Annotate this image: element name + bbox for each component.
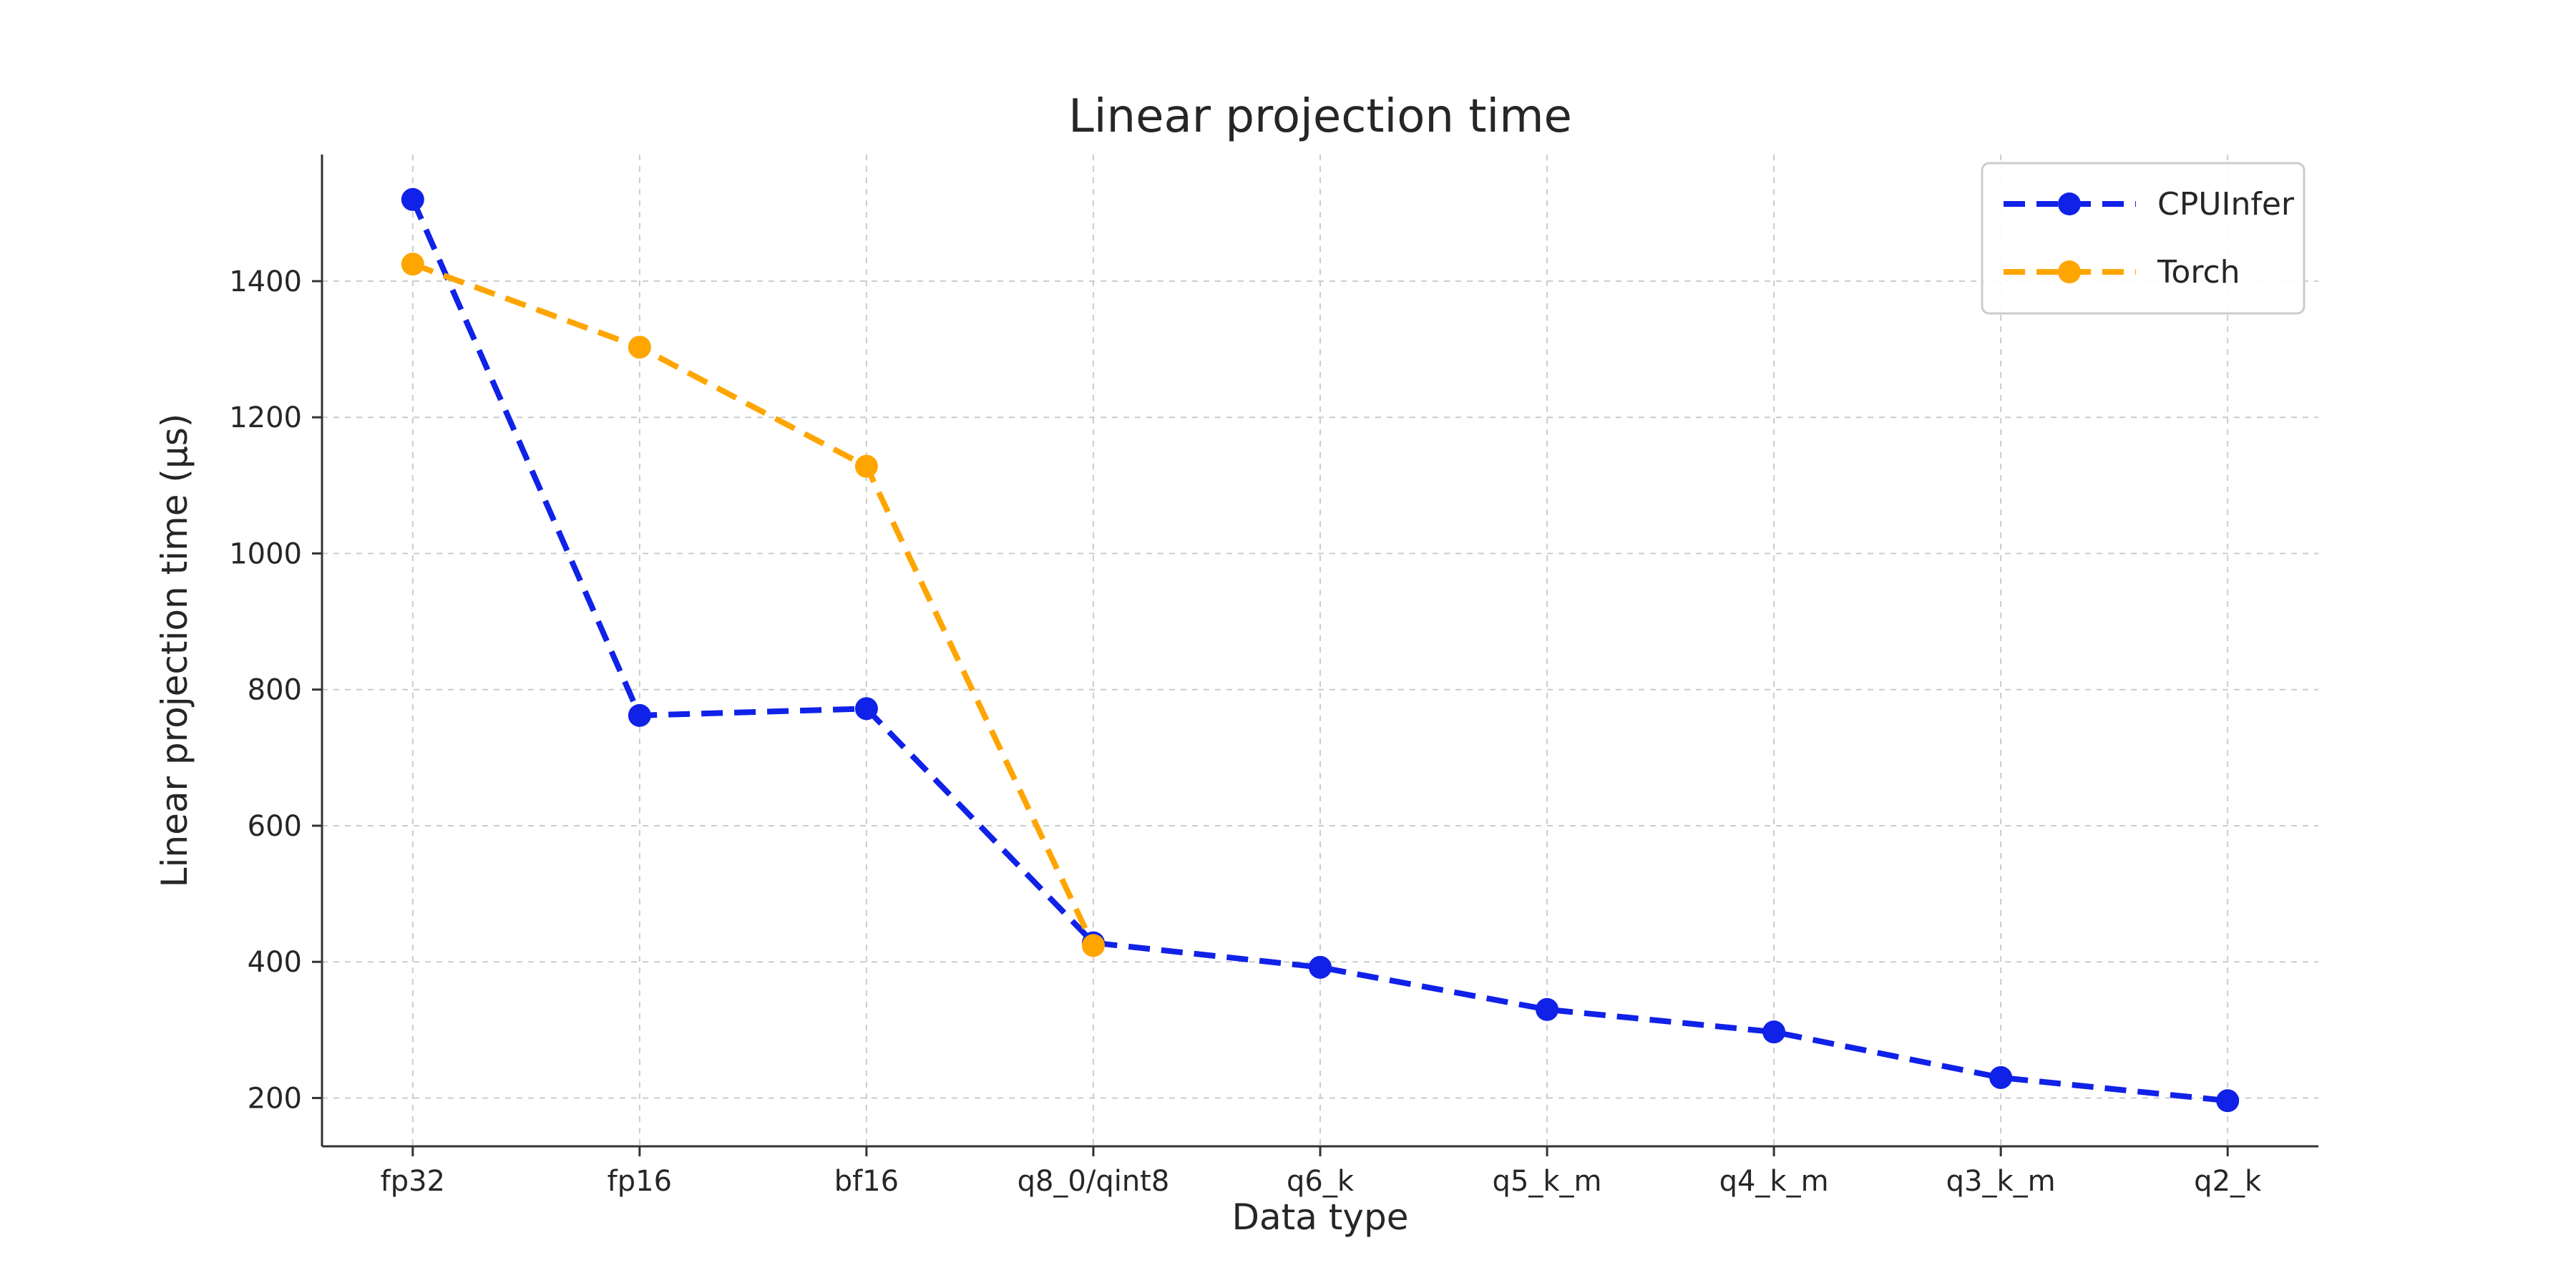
legend-sample-marker xyxy=(2058,260,2081,283)
data-point xyxy=(401,187,424,211)
chart-title: Linear projection time xyxy=(1068,90,1572,143)
series-line xyxy=(410,198,2228,1104)
data-point xyxy=(1762,1020,1786,1044)
data-point xyxy=(628,336,651,359)
tick-labels: fp32 fp16 bf16 q8_0/qint8 q6_k q5_k_m q4_k_m q3… xyxy=(229,265,2262,1198)
series-line xyxy=(411,261,1096,947)
data-point xyxy=(1081,934,1105,957)
data-point xyxy=(854,697,878,721)
x-tick-label: q5_k_m xyxy=(1493,1165,1602,1198)
y-axis-label: Linear projection time (µs) xyxy=(154,413,195,888)
y-tick-label: 1000 xyxy=(229,537,302,570)
x-axis-label: Data type xyxy=(1231,1196,1409,1238)
x-tick-label: q2_k xyxy=(2194,1165,2262,1198)
y-tick-label: 200 xyxy=(248,1082,302,1115)
data-point xyxy=(2216,1089,2240,1113)
data-point xyxy=(1989,1065,2013,1089)
data-point xyxy=(854,454,878,478)
data-point xyxy=(401,253,424,276)
y-tick-label: 1200 xyxy=(229,401,302,434)
legend-label: Torch xyxy=(2157,254,2240,291)
legend: CPUInfer Torch xyxy=(1981,162,2306,315)
x-tick-label: q6_k xyxy=(1287,1165,1355,1198)
data-point xyxy=(628,703,651,727)
grid xyxy=(322,155,2318,1146)
y-tick-label: 1400 xyxy=(229,265,302,298)
series-Torch xyxy=(401,253,1105,957)
x-tick-label: fp32 xyxy=(381,1165,445,1198)
x-tick-label: q4_k_m xyxy=(1719,1165,1829,1198)
legend-sample-marker xyxy=(2058,192,2081,215)
x-tick-label: q3_k_m xyxy=(1946,1165,2056,1198)
x-tick-label: q8_0/qint8 xyxy=(1018,1165,1170,1198)
data-point xyxy=(1536,997,1559,1021)
data-point xyxy=(1309,955,1332,979)
x-tick-label: bf16 xyxy=(834,1165,899,1198)
y-tick-label: 600 xyxy=(248,810,302,843)
legend-label: CPUInfer xyxy=(2157,186,2295,223)
y-tick-label: 400 xyxy=(248,946,302,979)
tick-marks xyxy=(312,280,2229,1156)
x-tick-label: fp16 xyxy=(608,1165,672,1198)
y-tick-label: 800 xyxy=(248,674,302,707)
